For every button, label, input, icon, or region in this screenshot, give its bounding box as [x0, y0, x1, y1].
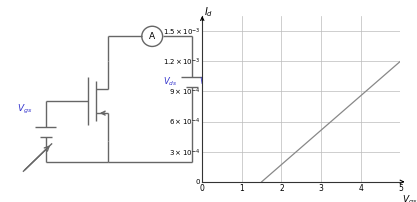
Circle shape — [142, 26, 163, 46]
Text: $I_d$: $I_d$ — [204, 5, 214, 19]
Text: $V_{gs}$: $V_{gs}$ — [402, 194, 417, 202]
Text: $V_{ds}$: $V_{ds}$ — [163, 76, 177, 88]
Text: $V_{ds}$: $V_{ds}$ — [199, 76, 214, 88]
Text: $V_{gs}$: $V_{gs}$ — [18, 103, 33, 116]
Text: A: A — [149, 32, 155, 41]
